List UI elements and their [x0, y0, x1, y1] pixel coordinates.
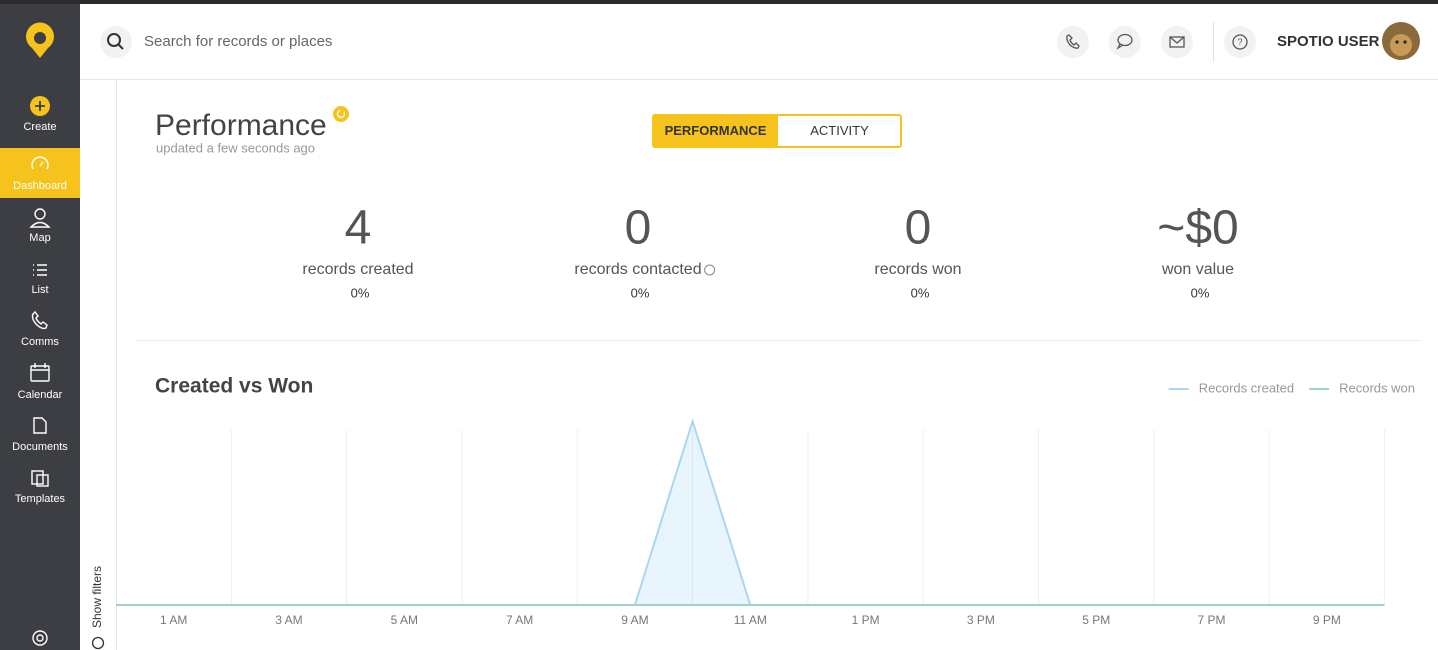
help-button[interactable]: ?: [1224, 26, 1256, 58]
nav-label: Map: [29, 232, 50, 244]
top-strip: [0, 0, 1438, 4]
stat-value: ~$0: [1157, 202, 1238, 255]
x-tick-label: 7 AM: [506, 613, 533, 627]
phone-button[interactable]: [1057, 26, 1089, 58]
mail-button[interactable]: [1161, 26, 1193, 58]
tab[interactable]: PERFORMANCE: [665, 123, 767, 138]
updated-text: updated a few seconds ago: [156, 140, 315, 155]
nav-map[interactable]: Map: [29, 208, 51, 244]
search-button[interactable]: [100, 26, 132, 58]
nav-label: Create: [23, 121, 56, 133]
show-filters[interactable]: Show filters: [90, 566, 104, 628]
stats: 4 records created 0% 0 records contacted 0% 0 r…: [302, 202, 1238, 301]
avatar[interactable]: [1382, 22, 1420, 60]
x-tick-label: 1 AM: [160, 613, 187, 627]
nav-active-layer: [0, 148, 80, 198]
x-tick-label: 3 AM: [275, 613, 302, 627]
x-tick-label: 9 PM: [1313, 613, 1341, 627]
chat-button[interactable]: [1109, 26, 1141, 58]
logo: [26, 22, 55, 58]
page-title: Performance: [155, 109, 327, 142]
nav-documents[interactable]: Documents: [12, 417, 68, 453]
nav-settings[interactable]: [32, 630, 48, 646]
x-tick-label: 9 AM: [621, 613, 648, 627]
legend-label[interactable]: Records won: [1339, 380, 1415, 395]
nav-label: Documents: [12, 441, 68, 453]
legend-label[interactable]: Records created: [1199, 380, 1294, 395]
x-tick-label: 5 PM: [1082, 613, 1110, 627]
header: [80, 4, 1438, 79]
stat-change: 0%: [351, 285, 370, 300]
tab-group: PERFORMANCE ACTIVITY: [652, 114, 902, 148]
nav-label: Dashboard: [13, 180, 67, 192]
filters-icon[interactable]: [91, 636, 105, 650]
nav-label: Templates: [15, 493, 66, 505]
nav-label: Comms: [21, 336, 59, 348]
nav-list[interactable]: List: [31, 264, 49, 296]
nav-label: List: [31, 284, 48, 296]
series-line: [116, 417, 1385, 606]
x-tick-label: 5 AM: [391, 613, 418, 627]
chart-title: Created vs Won: [155, 375, 313, 398]
nav-dashboard[interactable]: Dashboard: [13, 156, 67, 192]
nav-label: Calendar: [18, 389, 63, 401]
stat-label: records contacted: [574, 261, 701, 278]
x-tick-label: 11 AM: [734, 613, 767, 627]
stat-value: 4: [345, 202, 372, 255]
refresh-button[interactable]: [333, 106, 349, 122]
stat-label: records won: [874, 261, 961, 278]
stat-change: 0%: [631, 285, 650, 300]
stat-label: won value: [1161, 261, 1234, 278]
nav-active-bg: [0, 148, 80, 198]
stat-value: 0: [625, 202, 652, 255]
tab[interactable]: ACTIVITY: [810, 123, 869, 138]
user-name[interactable]: SPOTIO USER: [1277, 33, 1380, 50]
nav-templates[interactable]: Templates: [15, 470, 66, 505]
stat-change: 0%: [911, 285, 930, 300]
nav-comms[interactable]: Comms: [21, 310, 59, 348]
x-tick-label: 1 PM: [852, 613, 880, 627]
nav-calendar[interactable]: Calendar: [18, 363, 63, 401]
stat-value: 0: [905, 202, 932, 255]
x-tick-label: 3 PM: [967, 613, 995, 627]
series-area: [116, 421, 1385, 605]
stat-label: records created: [302, 261, 413, 278]
nav-create[interactable]: Create: [23, 96, 57, 133]
help-glyph: ?: [1237, 37, 1242, 47]
tab-active-bg: [653, 115, 778, 147]
x-tick-label: 7 PM: [1198, 613, 1226, 627]
search-input[interactable]: Search for records or places: [144, 33, 332, 50]
stat-change: 0%: [1191, 285, 1210, 300]
chart: 1 AM 3 AM 5 AM 7 AM 9 AM 11 AM 1 PM 3 PM 5 PM 7 P…: [116, 380, 1415, 627]
info-icon[interactable]: [704, 264, 716, 276]
